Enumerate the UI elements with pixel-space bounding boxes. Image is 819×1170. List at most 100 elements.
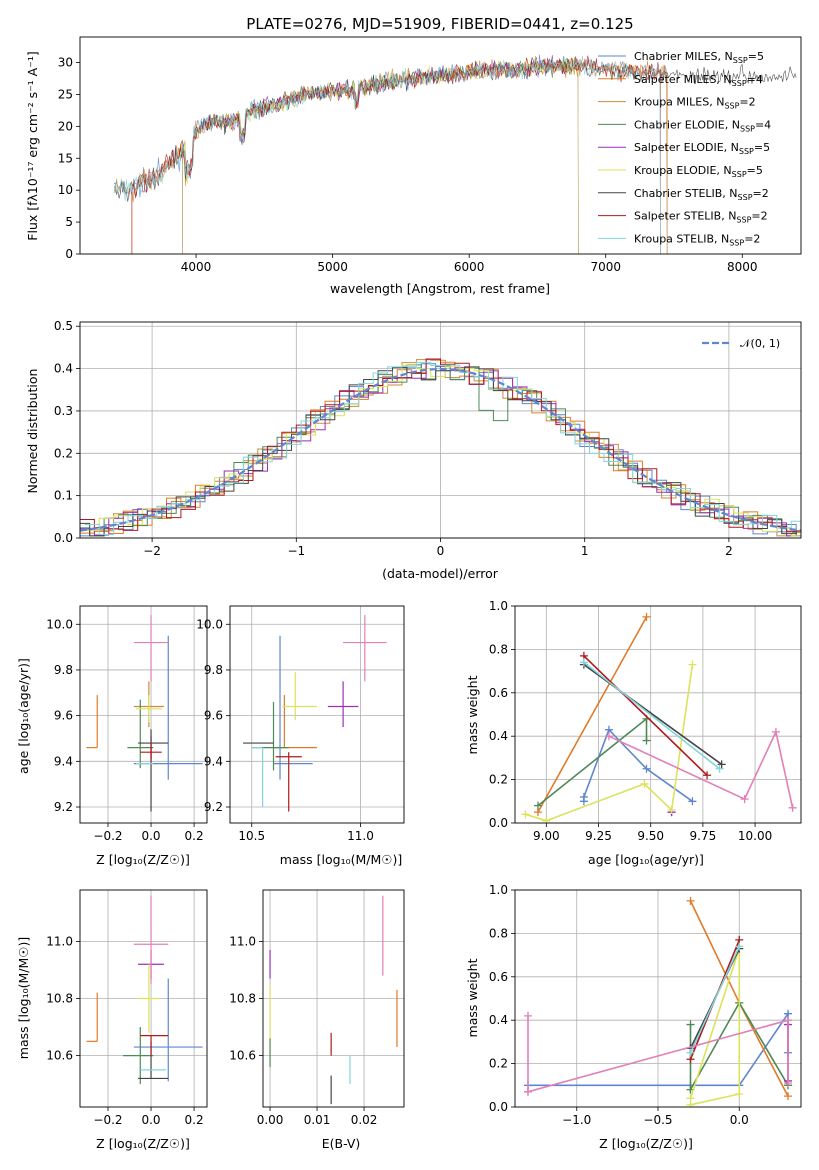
wAge-marker (542, 816, 551, 823)
wZ-xlabel: Z [log₁₀(Z/Z☉)] (599, 1136, 693, 1151)
spectrum-series-line (113, 55, 661, 254)
wAge-series-line (525, 664, 694, 822)
spectrum-xtick-label: 8000 (727, 260, 758, 274)
ageZ-ytick-label: 9.8 (54, 663, 73, 677)
weight-vs-metallicity-panel: −1.0 −0.5 0.0 0.0 0.2 0.4 0.6 0.8 1.0 Z [log₁₀(Z… (465, 883, 802, 1151)
legend-subscript: SSP (738, 193, 753, 202)
ageM-errorbar-point (273, 635, 313, 780)
legend-suffix: =2 (739, 96, 755, 109)
spectrum-series-line (182, 55, 579, 254)
legend-suffix: =4 (755, 118, 771, 131)
residuals-ytick-label: 0.3 (54, 404, 73, 418)
wAge-series-line (608, 729, 794, 808)
mass-vs-ebv-panel: 0.00 0.01 0.02 10.6 10.8 11.0 E(B-V) (229, 889, 405, 1151)
spectrum-xtick-label: 4000 (181, 260, 212, 274)
wAge-ylabel: mass weight (465, 675, 480, 754)
residual-histogram (84, 364, 801, 537)
legend-suffix: =2 (744, 232, 760, 245)
wZ-ytick-label: 0.4 (489, 1013, 508, 1027)
ageM-axes: 10.5 11.0 9.2 9.4 9.6 9.8 10.0 (196, 605, 405, 843)
wAge-series-line (583, 661, 721, 770)
wZ-xtick-label: 0.0 (730, 1113, 749, 1127)
residuals-axes: −2 −1 0 1 2 0.0 0.1 0.2 0.3 0.4 0.5 (54, 319, 802, 558)
residuals-ytick-label: 0.5 (54, 319, 73, 333)
mE-axes: 0.00 0.01 0.02 10.6 10.8 11.0 (229, 889, 405, 1127)
ageM-ytick-label: 9.2 (204, 800, 223, 814)
spectrum-legend-label: Salpeter MILES, NSSP=4 (634, 73, 763, 88)
wAge-xtick-label: 9.25 (585, 829, 612, 843)
wZ-ytick-label: 1.0 (489, 883, 508, 897)
residuals-legend: 𝒩(0, 1) (702, 337, 780, 350)
mE-ytick-label: 10.6 (229, 1049, 256, 1063)
ageM-errorbar-point (275, 752, 302, 812)
mass-vs-metallicity-panel: −0.2 0.0 0.2 10.6 10.8 11.0 Z [log₁₀(Z/Z☉)] m… (16, 889, 208, 1151)
mZ-errorbar-point (133, 978, 203, 1082)
mE-xtick-label: 0.00 (257, 1113, 284, 1127)
ageM-xlabel: mass [log₁₀(M/M☉)] (280, 852, 402, 867)
wZ-marker (784, 1079, 792, 1088)
mE-xtick-label: 0.01 (304, 1113, 331, 1127)
residuals-data (80, 358, 801, 537)
residuals-xtick-label: 2 (725, 544, 733, 558)
spectrum-ytick-label: 5 (65, 215, 73, 229)
mE-data (269, 895, 398, 1105)
ageZ-errorbar-point (133, 615, 169, 682)
mZ-xtick-label: 0.2 (185, 1113, 204, 1127)
spectrum-legend-label: Kroupa ELODIE, NSSP=5 (634, 164, 763, 179)
ageZ-errorbar-point (127, 699, 154, 769)
residuals-xtick-label: −1 (287, 544, 305, 558)
wZ-ytick-label: 0.2 (489, 1057, 508, 1071)
wAge-marker (642, 612, 651, 621)
spectrum-ytick-label: 25 (58, 87, 73, 101)
wAge-marker (640, 779, 649, 788)
spectrum-xtick-label: 6000 (454, 260, 485, 274)
legend-suffix: =4 (747, 73, 763, 86)
wAge-marker (579, 792, 588, 801)
mZ-xlabel: Z [log₁₀(Z/Z☉)] (96, 1136, 190, 1151)
wAge-ytick-label: 0.0 (489, 816, 508, 830)
wZ-marker (784, 1016, 792, 1025)
wZ-grid (515, 889, 801, 1108)
spectrum-ytick-label: 10 (58, 183, 73, 197)
mZ-frame (79, 889, 208, 1108)
wZ-series-line (689, 948, 741, 1106)
legend-suffix: =5 (748, 50, 764, 63)
weight-vs-age-panel: 9.00 9.25 9.50 9.75 10.000.00.20.40.60.81.0 … (465, 599, 802, 867)
wAge-marker (642, 736, 651, 745)
legend-subscript: SSP (729, 238, 744, 247)
ageZ-xlabel: Z [log₁₀(Z/Z☉)] (96, 852, 190, 867)
wAge-marker (533, 801, 542, 810)
ageM-errorbar-point (327, 681, 359, 728)
wAge-data (521, 612, 797, 823)
wAge-marker (715, 764, 724, 773)
legend-suffix: =5 (747, 164, 763, 177)
ageZ-frame (79, 605, 208, 824)
wAge-marker (521, 810, 530, 819)
spectrum-legend: Chabrier MILES, NSSP=5 Salpeter MILES, NS… (598, 50, 771, 247)
residuals-ytick-label: 0.1 (54, 489, 73, 503)
legend-suffix: =5 (754, 141, 770, 154)
ageZ-xtick-label: −0.2 (93, 829, 122, 843)
spectrum-legend-label: Chabrier STELIB, NSSP=2 (634, 187, 769, 202)
residual-histogram (84, 361, 801, 535)
gaussian-legend-label: 𝒩(0, 1) (740, 337, 780, 350)
ageM-errorbar-point (282, 672, 317, 721)
wAge-ytick-label: 0.2 (489, 773, 508, 787)
ageM-xtick-label: 11.0 (347, 829, 374, 843)
ageZ-ylabel: age [log₁₀(age/yr)] (16, 658, 31, 774)
figure-title: PLATE=0276, MJD=51909, FIBERID=0441, z=0… (246, 15, 633, 33)
ageZ-errorbar-point (86, 695, 98, 749)
ageM-errorbar-point (343, 615, 387, 682)
wAge-axes: 9.00 9.25 9.50 9.75 10.00 0.0 0.2 0.4 0.6 0.8 1.0 (489, 599, 802, 843)
wAge-ytick-label: 0.4 (489, 729, 508, 743)
wAge-marker (604, 732, 613, 741)
wZ-marker (524, 1011, 532, 1020)
wAge-series-line (537, 616, 648, 813)
residuals-ytick-label: 0.4 (54, 362, 73, 376)
mZ-ylabel: mass [log₁₀(M/M☉)] (16, 937, 31, 1059)
wAge-frame (514, 605, 802, 824)
mE-ytick-label: 11.0 (229, 934, 256, 948)
ageM-ytick-label: 10.0 (196, 617, 223, 631)
residuals-xlabel: (data-model)/error (382, 566, 499, 581)
